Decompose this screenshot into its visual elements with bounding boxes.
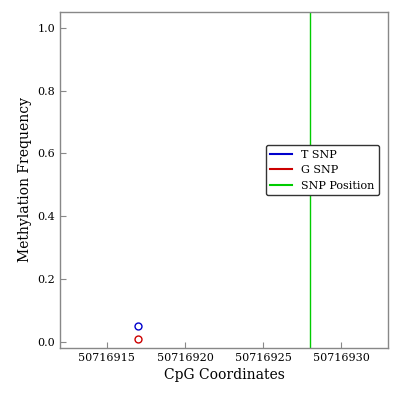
X-axis label: CpG Coordinates: CpG Coordinates (164, 368, 284, 382)
Y-axis label: Methylation Frequency: Methylation Frequency (18, 98, 32, 262)
Legend: T SNP, G SNP, SNP Position: T SNP, G SNP, SNP Position (266, 145, 379, 195)
